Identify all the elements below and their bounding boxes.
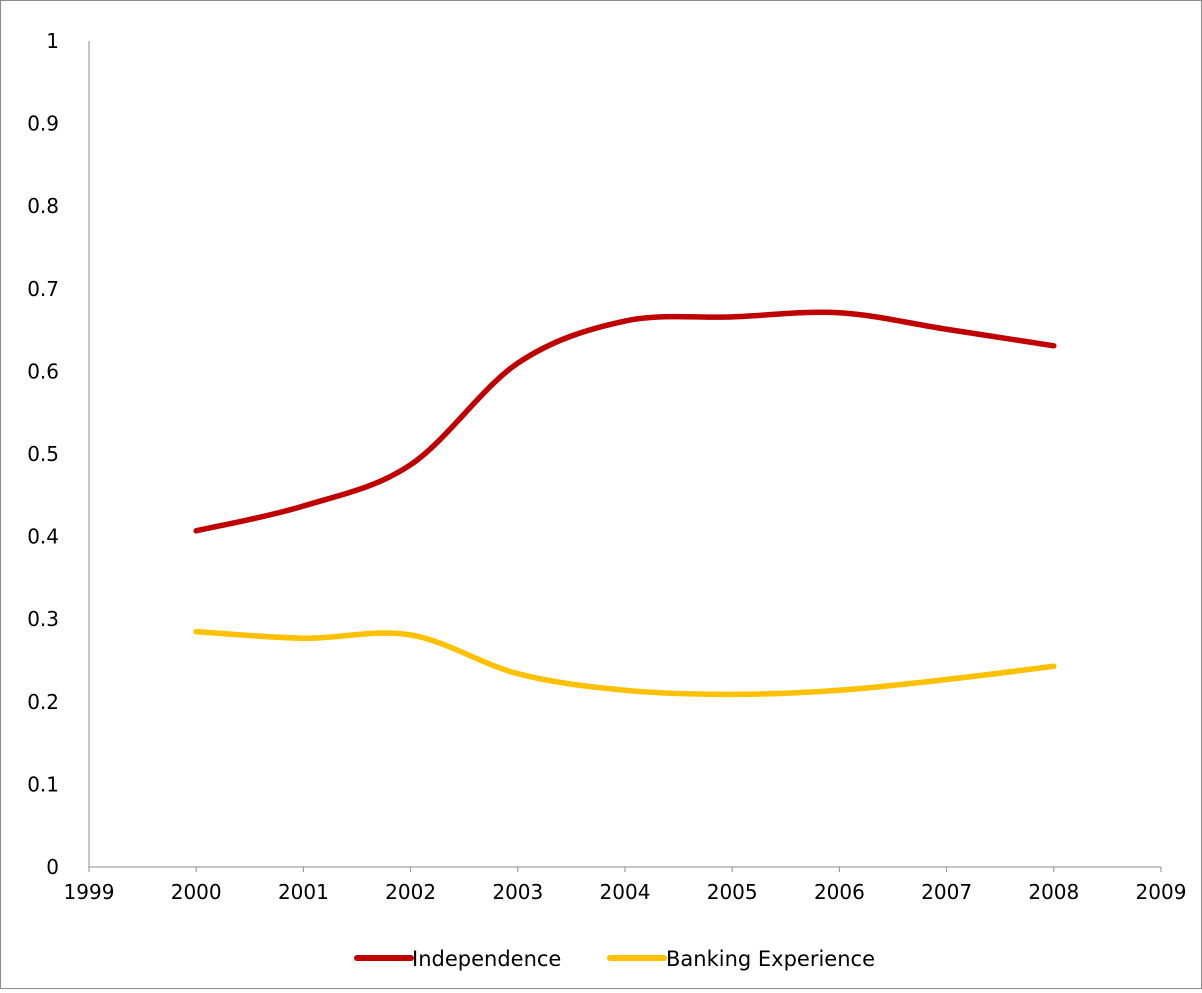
x-tick-label: 2004: [600, 880, 651, 904]
y-tick-label: 0.3: [27, 607, 59, 631]
x-tick-label: 1999: [64, 880, 115, 904]
y-tick-label: 0.9: [27, 112, 59, 136]
series-line-0: [196, 312, 1054, 531]
y-tick-label: 0.4: [27, 525, 59, 549]
x-tick-label: 2003: [492, 880, 543, 904]
axes: 0 0.1 0.2 0.3 0.4 0.5 0.6 0.7 0.8 0.9 1 1999 2000 200…: [27, 29, 1186, 904]
y-tick-label: 1: [46, 29, 59, 53]
y-tick-label: 0.7: [27, 277, 59, 301]
x-tick-label: 2008: [1028, 880, 1079, 904]
x-tick-label: 2006: [814, 880, 865, 904]
x-tick-label: 2001: [278, 880, 329, 904]
y-tick-label: 0: [46, 855, 59, 879]
y-tick-label: 0.8: [27, 194, 59, 218]
x-tick-label: 2007: [921, 880, 972, 904]
y-tick-label: 0.6: [27, 359, 59, 383]
y-tick-label: 0.1: [27, 772, 59, 796]
x-tick-label: 2009: [1136, 880, 1187, 904]
y-tick-label: 0.5: [27, 442, 59, 466]
x-tick-label: 2002: [385, 880, 436, 904]
y-tick-label: 0.2: [27, 690, 59, 714]
legend-label: Banking Experience: [666, 947, 875, 971]
legend: Independence Banking Experience: [357, 947, 875, 971]
series-line-1: [196, 632, 1054, 695]
x-tick-label: 2005: [707, 880, 758, 904]
legend-label: Independence: [412, 947, 561, 971]
series-lines: [196, 312, 1054, 694]
x-tick-label: 2000: [171, 880, 222, 904]
